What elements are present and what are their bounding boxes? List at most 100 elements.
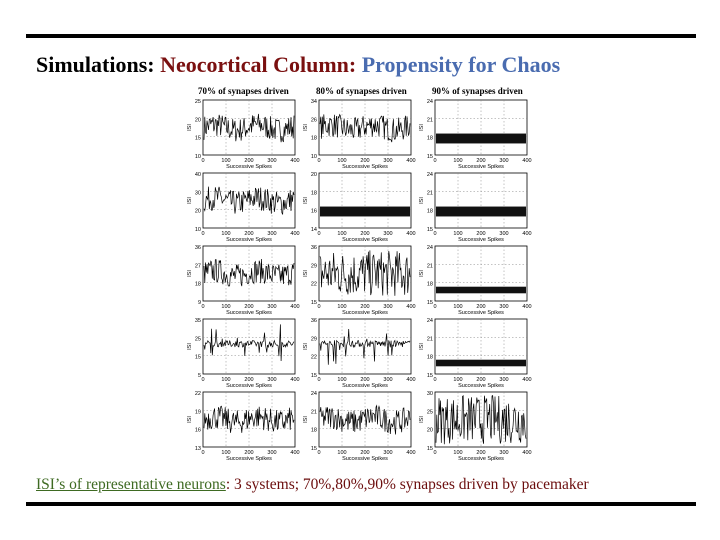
isi-panel: 36 29 22 15 ISI 0 100 200 300 400 Successive Spike…	[303, 318, 416, 389]
y-tick-label: 21	[427, 190, 433, 196]
x-axis-label: Successive Spikes	[226, 383, 272, 389]
x-axis-label: Successive Spikes	[458, 383, 504, 389]
x-axis-label: Successive Spikes	[458, 310, 504, 316]
x-tick-label: 300	[383, 377, 392, 383]
x-axis-label: Successive Spikes	[226, 164, 272, 170]
y-tick-label: 13	[195, 446, 201, 452]
column-title-70: 70% of synapses driven	[198, 86, 289, 96]
title-neocortical-column: Neocortical Column:	[160, 52, 357, 77]
slide-caption: ISI’s of representative neurons: 3 syste…	[36, 476, 589, 494]
isi-panel: 34 26 18 10 ISI 0 100 200 300 400 Successive Spike…	[303, 99, 416, 170]
x-tick-label: 200	[244, 158, 253, 164]
x-tick-label: 0	[433, 377, 436, 383]
y-tick-label: 21	[427, 336, 433, 342]
x-tick-label: 300	[499, 377, 508, 383]
y-tick-label: 27	[195, 263, 201, 269]
isi-panel: 20 18 16 14 ISI 0 100 200 300 400 Successive Spike…	[303, 172, 416, 243]
bottom-rule	[26, 502, 696, 506]
y-tick-label: 25	[195, 336, 201, 342]
isi-trace	[203, 405, 295, 433]
x-tick-label: 300	[499, 450, 508, 456]
x-tick-label: 300	[499, 304, 508, 310]
isi-band	[320, 206, 410, 217]
y-tick-label: 15	[195, 136, 201, 142]
isi-trace	[203, 186, 295, 216]
x-tick-label: 100	[221, 377, 230, 383]
column-title-80: 80% of synapses driven	[316, 86, 407, 96]
x-tick-label: 0	[317, 304, 320, 310]
x-tick-label: 300	[383, 450, 392, 456]
y-tick-label: 24	[427, 318, 433, 324]
column-title-90: 90% of synapses driven	[432, 86, 523, 96]
x-tick-label: 100	[221, 231, 230, 237]
x-tick-label: 0	[433, 450, 436, 456]
x-tick-label: 400	[406, 158, 415, 164]
x-tick-label: 400	[406, 450, 415, 456]
y-axis-label: ISI	[187, 197, 193, 204]
isi-panel: 35 25 15 5 ISI 0 100 200 300 400 Successive Spikes	[187, 318, 300, 389]
isi-panel: 40 30 20 10 ISI 0 100 200 300 400 Successive Spike…	[187, 172, 300, 243]
x-axis-label: Successive Spikes	[342, 164, 388, 170]
y-tick-label: 15	[427, 227, 433, 233]
y-tick-label: 22	[311, 355, 317, 361]
x-axis-label: Successive Spikes	[342, 383, 388, 389]
x-tick-label: 100	[337, 304, 346, 310]
caption-rest: : 3 systems; 70%,80%,90% synapses driven…	[225, 476, 589, 493]
y-axis-label: ISI	[303, 416, 309, 423]
x-tick-label: 100	[453, 304, 462, 310]
y-axis-label: ISI	[419, 270, 425, 277]
y-tick-label: 15	[311, 300, 317, 306]
x-tick-label: 200	[476, 231, 485, 237]
y-tick-label: 30	[195, 190, 201, 196]
y-tick-label: 24	[311, 391, 317, 397]
y-axis-label: ISI	[419, 416, 425, 423]
y-tick-label: 30	[427, 391, 433, 397]
x-tick-label: 100	[221, 304, 230, 310]
y-tick-label: 34	[311, 99, 317, 105]
isi-trace	[203, 113, 295, 143]
x-tick-label: 400	[522, 450, 531, 456]
isi-band	[436, 206, 526, 217]
x-tick-label: 400	[290, 231, 299, 237]
isi-trace	[319, 250, 411, 296]
x-tick-label: 200	[244, 450, 253, 456]
y-tick-label: 18	[311, 136, 317, 142]
y-tick-label: 20	[427, 428, 433, 434]
y-tick-label: 35	[195, 318, 201, 324]
y-tick-label: 16	[311, 209, 317, 215]
y-axis-label: ISI	[303, 270, 309, 277]
y-tick-label: 25	[427, 409, 433, 415]
x-tick-label: 100	[337, 450, 346, 456]
x-tick-label: 400	[406, 231, 415, 237]
x-tick-label: 300	[383, 304, 392, 310]
isi-panel: 25 20 15 10 ISI 0 100 200 300 400 Successive Spike…	[187, 99, 300, 170]
y-axis-label: ISI	[187, 124, 193, 131]
x-tick-label: 400	[290, 450, 299, 456]
x-axis-label: Successive Spikes	[458, 237, 504, 243]
caption-lead: ISI’s of representative neurons	[36, 476, 226, 493]
x-axis-label: Successive Spikes	[342, 237, 388, 243]
y-tick-label: 21	[427, 117, 433, 123]
x-tick-label: 200	[476, 377, 485, 383]
y-tick-label: 18	[311, 190, 317, 196]
x-tick-label: 0	[317, 450, 320, 456]
x-tick-label: 400	[406, 304, 415, 310]
y-tick-label: 18	[195, 282, 201, 288]
x-tick-label: 0	[317, 231, 320, 237]
y-tick-label: 15	[427, 446, 433, 452]
x-tick-label: 400	[522, 231, 531, 237]
x-tick-label: 100	[453, 377, 462, 383]
y-tick-label: 40	[195, 172, 201, 178]
x-tick-label: 100	[453, 231, 462, 237]
y-tick-label: 15	[427, 300, 433, 306]
isi-band	[436, 359, 526, 367]
y-tick-label: 10	[195, 227, 201, 233]
y-tick-label: 25	[195, 99, 201, 105]
y-tick-label: 36	[195, 245, 201, 251]
x-axis-label: Successive Spikes	[458, 164, 504, 170]
panel-frame	[318, 391, 412, 448]
x-tick-label: 400	[290, 304, 299, 310]
isi-trace	[203, 258, 295, 287]
y-tick-label: 36	[311, 245, 317, 251]
x-tick-label: 300	[267, 158, 276, 164]
